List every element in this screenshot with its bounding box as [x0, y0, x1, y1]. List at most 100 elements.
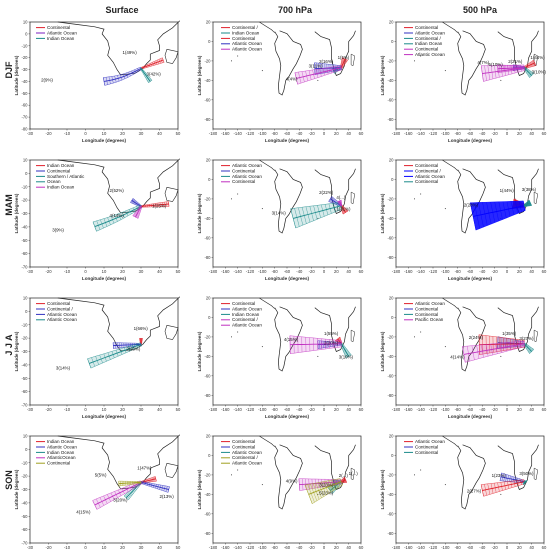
x-tick-label: -100 — [258, 407, 267, 412]
y-axis-label: Latitude (degrees) — [380, 331, 385, 371]
legend-entry: Continental / — [415, 36, 442, 41]
mean-trajectory-line — [523, 67, 533, 76]
cluster-label: 2(28%) — [464, 203, 479, 208]
mean-trajectory-line — [500, 476, 525, 483]
x-tick-label: -140 — [233, 131, 242, 136]
cluster-label: 3(11%) — [309, 64, 323, 69]
y-tick-label: 0 — [25, 447, 28, 452]
island-dot — [420, 331, 422, 333]
y-tick-label: -20 — [204, 196, 211, 201]
coastline-south-america — [274, 168, 303, 234]
coastline-south-america — [457, 444, 486, 510]
legend-entry: Atlantic Ocean — [415, 30, 445, 35]
row-label: SON — [4, 470, 14, 490]
cluster-label: 4(15%) — [284, 337, 299, 342]
cluster-label: 2(21%) — [508, 59, 523, 64]
y-tick-label: -80 — [204, 531, 211, 536]
legend-entry: Indian Ocean — [47, 36, 75, 41]
legend-entry: Continental — [415, 450, 438, 455]
cluster-label: 2(24%) — [469, 335, 484, 340]
y-axis-label: Latitude (degrees) — [380, 469, 385, 509]
island-dot — [261, 484, 263, 486]
x-tick-label: -140 — [416, 545, 425, 549]
y-tick-label: -60 — [204, 373, 211, 378]
y-tick-label: -20 — [21, 198, 28, 203]
hatch-line — [314, 62, 316, 75]
cluster-label: 1(49%) — [123, 50, 138, 55]
hatch-line — [523, 204, 525, 207]
y-tick-label: -80 — [387, 255, 394, 260]
coastline-africa — [314, 444, 356, 490]
plot-frame — [29, 297, 179, 406]
hatch-line — [337, 199, 342, 202]
y-tick-label: -80 — [21, 127, 28, 132]
x-tick-label: 50 — [176, 407, 181, 412]
x-axis-label: Longitude (degrees) — [448, 138, 493, 143]
x-tick-label: -60 — [284, 407, 291, 412]
cluster-label: 4(9%) — [286, 479, 298, 484]
legend-entry: Atlantic Ocean — [415, 174, 445, 179]
mean-trajectory-line — [340, 58, 346, 68]
map-panel-son-700: -180 -160 -140 -120 -100 -80 -60 -40 -20 0 20 40 60 2… — [197, 434, 364, 549]
x-tick-label: -160 — [404, 407, 413, 412]
legend-entry: Atlantic Ocean — [232, 306, 262, 311]
y-tick-label: 0 — [391, 177, 394, 182]
cluster-label: 2(22%) — [319, 190, 334, 195]
legend-entry: Continental — [232, 168, 255, 173]
cluster-label: 2(9%) — [41, 77, 53, 82]
coastline-central-america — [259, 297, 275, 309]
mean-trajectory-line — [118, 481, 142, 485]
x-tick-label: 10 — [102, 131, 107, 136]
coastline-central-america — [442, 159, 458, 171]
hatch-line — [298, 478, 300, 491]
x-tick-label: -100 — [258, 545, 267, 549]
y-tick-label: -80 — [204, 393, 211, 398]
coastline-central-america — [259, 159, 275, 171]
x-tick-label: 0 — [323, 269, 326, 274]
x-tick-label: 0 — [84, 269, 87, 274]
y-tick-label: 20 — [206, 20, 211, 25]
mean-trajectory-line — [290, 343, 342, 346]
island-dot — [261, 70, 263, 72]
cluster-label: 3(27%) — [519, 336, 534, 341]
x-tick-label: 20 — [334, 269, 339, 274]
legend-entry: Indian Ocean — [47, 450, 75, 455]
island-dot — [414, 474, 415, 476]
x-tick-label: -180 — [209, 545, 218, 549]
legend-entry: Pacific Ocean — [415, 317, 444, 322]
mean-trajectory-line — [339, 200, 342, 206]
y-tick-label: -60 — [387, 235, 394, 240]
legend-entry: Indian Ocean — [232, 30, 260, 35]
x-tick-label: -100 — [258, 269, 267, 274]
x-tick-label: 60 — [542, 269, 547, 274]
mean-trajectory-line — [296, 67, 342, 79]
legend-entry: Atlantic Ocean — [232, 47, 262, 52]
y-tick-label: -10 — [21, 322, 28, 327]
mean-trajectory-line — [337, 338, 342, 344]
x-tick-label: -40 — [479, 545, 486, 549]
x-tick-label: 40 — [157, 269, 162, 274]
x-tick-label: -40 — [479, 269, 486, 274]
hatch-line — [140, 67, 142, 69]
x-tick-label: 40 — [346, 407, 351, 412]
cluster-label: 1(44%) — [500, 188, 515, 193]
mean-trajectory-line — [308, 481, 342, 495]
y-tick-label: -10 — [21, 460, 28, 465]
y-tick-label: -20 — [387, 472, 394, 477]
x-tick-label: 30 — [139, 131, 144, 136]
x-tick-label: -100 — [441, 269, 450, 274]
cluster-label: 3(14%) — [56, 365, 71, 370]
x-tick-label: 40 — [529, 131, 534, 136]
x-tick-label: -140 — [233, 545, 242, 549]
map-panel-son-surface: -30 -20 -10 0 10 20 30 40 50 10 0 -10 -20 -30 -40 -50 -6… — [14, 434, 181, 549]
hatch-line — [342, 57, 348, 61]
x-tick-label: -20 — [309, 131, 316, 136]
hatch-line — [140, 342, 142, 347]
y-tick-label: -20 — [21, 55, 28, 60]
row-label: DJF — [4, 61, 14, 79]
hatch-line — [92, 500, 98, 510]
legend-entry: Atlantic Ocean — [415, 52, 445, 57]
mean-trajectory-line — [131, 200, 142, 207]
coastline-south-america — [457, 30, 486, 96]
y-axis-label: Latitude (degrees) — [197, 469, 202, 509]
